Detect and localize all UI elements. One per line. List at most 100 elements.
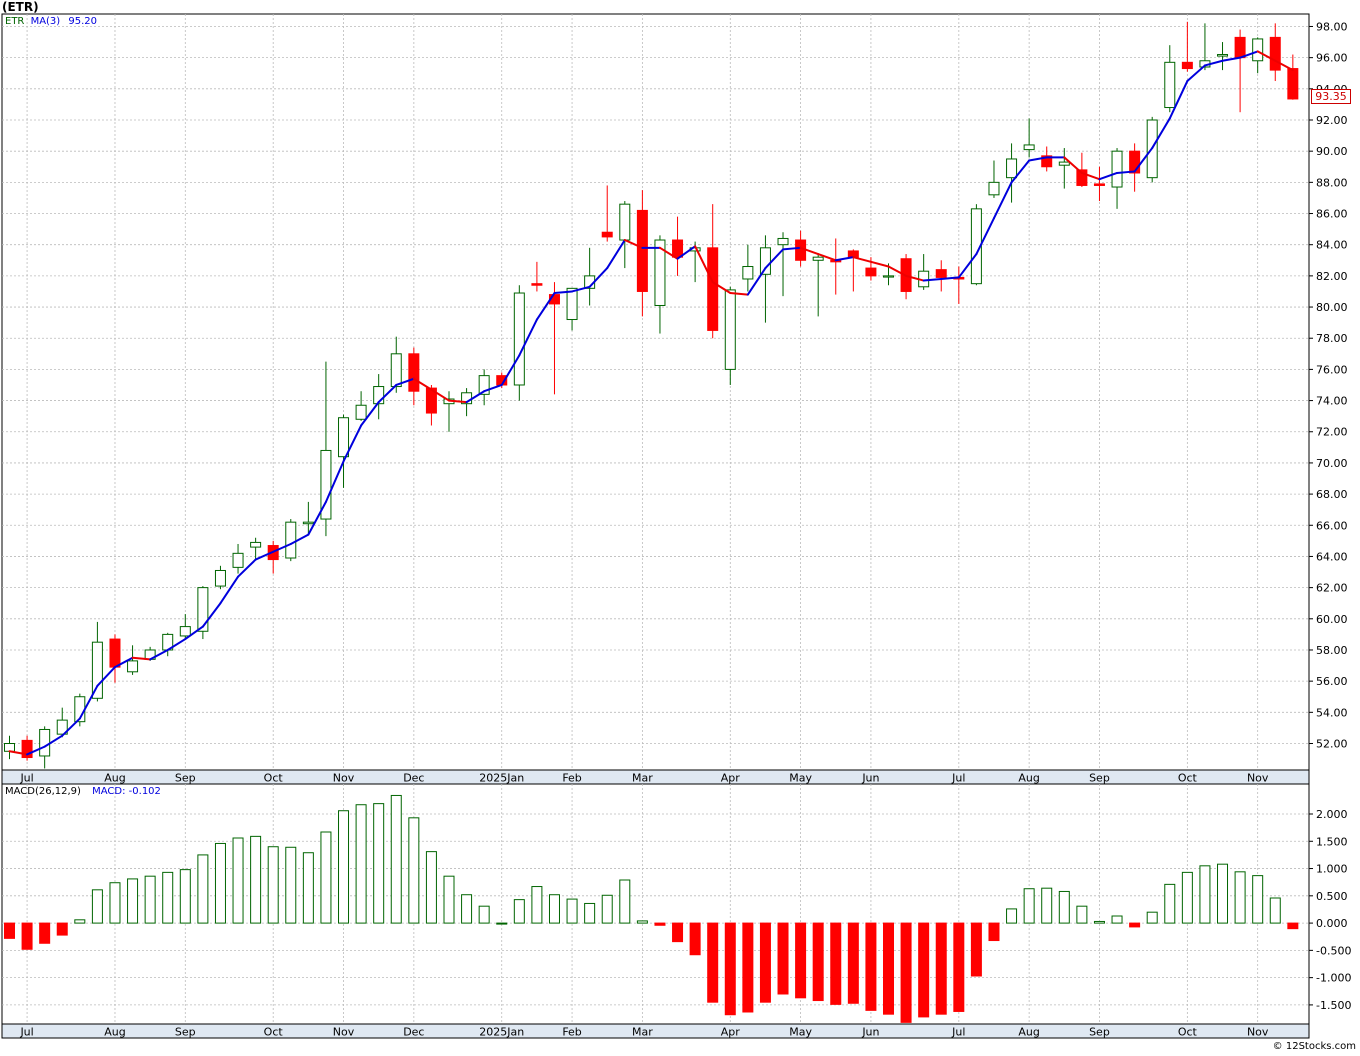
ma-segment [535, 292, 556, 321]
macd-bar-negative [865, 922, 877, 1011]
candle-up [1058, 161, 1070, 166]
ma-segment [289, 533, 310, 545]
macd-bar-positive [127, 878, 139, 924]
date-label-top: Jun [861, 772, 879, 785]
candle-up [302, 521, 314, 525]
ma-segment [166, 638, 187, 651]
price-tick-label: 62.00 [1316, 582, 1348, 595]
macd-bar-positive [601, 894, 613, 924]
macd-bar-positive [548, 894, 560, 924]
price-tick-label: 64.00 [1316, 550, 1348, 563]
date-label-top: May [789, 772, 812, 785]
macd-bar-negative [918, 922, 930, 1018]
macd-bar-negative [742, 922, 754, 1013]
ma-segment [1080, 171, 1101, 181]
ma-segment [201, 602, 222, 628]
macd-bar-negative [21, 922, 33, 950]
ma-segment [184, 625, 204, 641]
macd-bar-positive [1093, 920, 1105, 924]
legend-ma-value: 95.20 [68, 16, 98, 27]
macd-bar-positive [197, 854, 209, 924]
price-tick-label: 98.00 [1316, 20, 1348, 33]
date-label-top: Sep [175, 772, 196, 785]
ma-segment [448, 399, 468, 404]
macd-bar-positive [496, 922, 508, 925]
macd-bar-positive [320, 831, 332, 924]
candle-down [636, 209, 648, 292]
date-label-top: Oct [264, 772, 284, 785]
macd-bar-positive [302, 852, 314, 924]
macd-bar-positive [214, 842, 226, 924]
macd-bar-negative [935, 922, 947, 1015]
macd-bar-negative [56, 922, 68, 936]
macd-bar-positive [1076, 905, 1088, 924]
date-label-bottom: Dec [403, 1026, 424, 1039]
date-label-bottom: Aug [1018, 1026, 1039, 1039]
macd-tick-label: 2.000 [1316, 808, 1348, 821]
ma-segment [553, 290, 574, 295]
last-price-tag: 93.35 [1311, 89, 1351, 104]
ma-segment [957, 253, 978, 279]
ma-segment [430, 388, 450, 402]
ma-segment [500, 354, 521, 386]
candle-up [355, 404, 367, 420]
ma-segment [78, 684, 99, 720]
macd-bar-positive [1269, 897, 1281, 924]
ma-segment [992, 181, 1013, 220]
macd-bar-positive [179, 869, 191, 924]
date-label-bottom: Jul [19, 1026, 33, 1039]
price-tick-label: 56.00 [1316, 675, 1348, 688]
ma-segment [852, 256, 872, 263]
candle-up [777, 237, 789, 246]
ma-segment [518, 318, 538, 357]
macd-bar-negative [953, 922, 965, 1012]
candle-up [883, 275, 894, 278]
candle-up [759, 247, 771, 275]
macd-bar-positive [338, 810, 350, 924]
date-label-bottom: Jul [951, 1026, 965, 1039]
candle-up [654, 239, 666, 306]
ma-segment [1098, 171, 1119, 181]
price-legend: ETR MA(3) 95.20 [5, 16, 97, 27]
ma-segment [940, 276, 960, 280]
price-tick-label: 78.00 [1316, 332, 1348, 345]
candle-up [1023, 144, 1035, 151]
date-label-top: Aug [1018, 772, 1039, 785]
candle-down [1181, 61, 1193, 70]
ma-segment [342, 424, 363, 463]
ma-segment [149, 648, 169, 661]
price-tick-label: 96.00 [1316, 52, 1348, 65]
price-tick-label: 52.00 [1316, 738, 1348, 751]
macd-bar-positive [1111, 915, 1123, 924]
ma-segment [43, 734, 64, 748]
ma-segment [606, 239, 626, 270]
candle-up [619, 203, 631, 241]
ma-segment [571, 285, 591, 293]
macd-bar-negative [777, 922, 789, 995]
macd-tick-label: -1.500 [1316, 999, 1351, 1012]
candle-down [601, 231, 613, 238]
date-label-bottom: Oct [1178, 1026, 1198, 1039]
ma-segment [905, 274, 925, 282]
macd-bar-positive [566, 898, 578, 924]
candle-up [390, 353, 402, 388]
date-label-bottom: Apr [721, 1026, 741, 1039]
date-label-top: Aug [104, 772, 125, 785]
ma-segment [307, 500, 327, 536]
macd-bar-positive [478, 905, 490, 924]
candle-up [1252, 38, 1264, 62]
macd-bar-negative [1287, 922, 1299, 930]
macd-bar-positive [285, 846, 297, 924]
macd-bar-negative [883, 922, 894, 1015]
price-tick-label: 92.00 [1316, 114, 1348, 127]
candle-down [1041, 155, 1053, 168]
price-tick-label: 84.00 [1316, 239, 1348, 252]
ma-segment [817, 253, 837, 262]
ma-segment [782, 246, 802, 251]
macd-bar-positive [513, 899, 525, 924]
legend-macd-label: MACD(26,12,9) [5, 786, 81, 797]
price-tick-label: 58.00 [1316, 644, 1348, 657]
ma-segment [1010, 159, 1031, 184]
candle-up [478, 375, 490, 395]
